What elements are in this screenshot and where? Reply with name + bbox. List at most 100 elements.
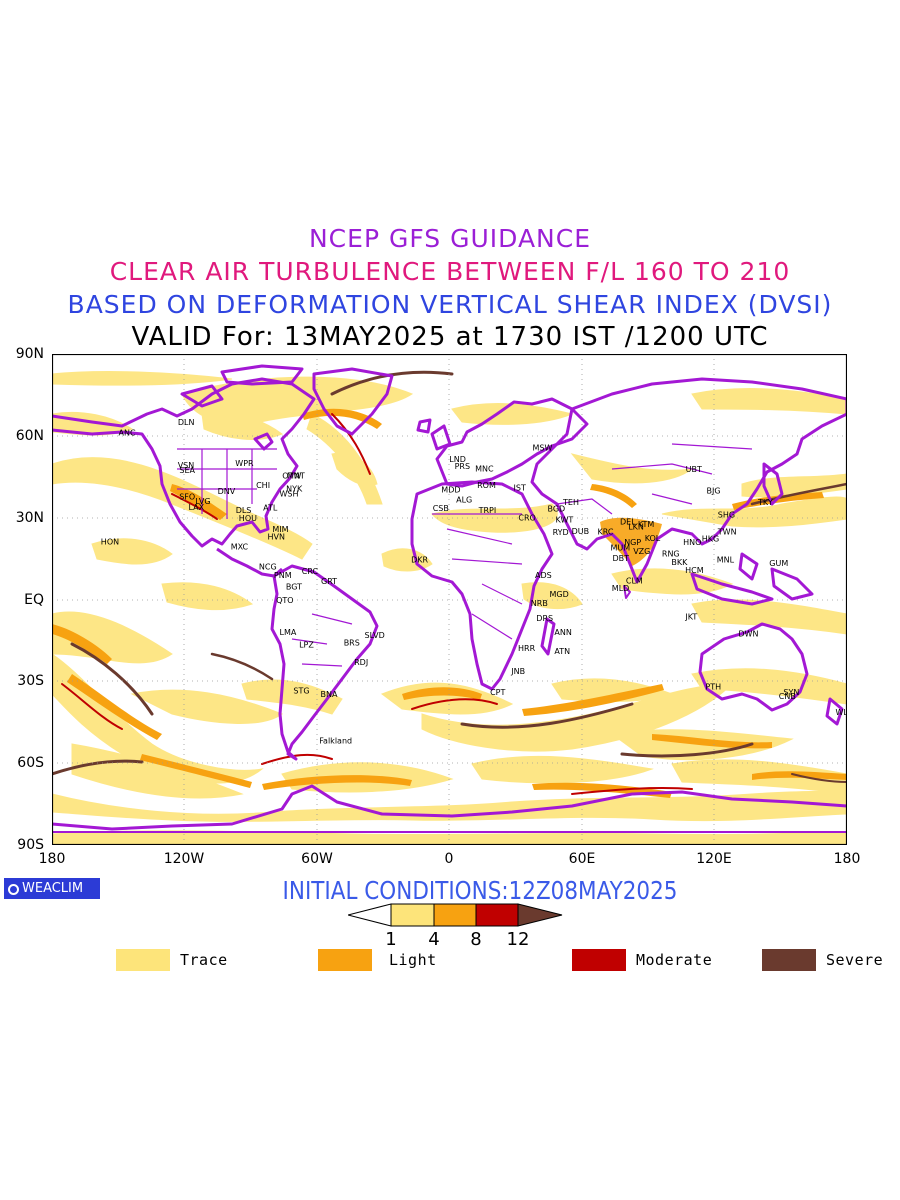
moderate-severe-streaks xyxy=(52,370,847,795)
colorbar-trace xyxy=(390,903,435,927)
station-label: LPZ xyxy=(299,641,314,650)
station-label: UBT xyxy=(686,465,702,474)
coastlines xyxy=(52,364,847,833)
lon-label-120e: 120E xyxy=(696,851,732,867)
station-label: LAX xyxy=(189,503,205,512)
lat-label-90s: 90S xyxy=(17,837,44,853)
antarctica-outline xyxy=(52,784,847,831)
station-label: MSW xyxy=(533,443,553,452)
title-valid-time: VALID For: 13MAY2025 at 1730 IST /1200 U… xyxy=(131,322,769,352)
station-label: BNA xyxy=(321,690,338,699)
station-label: PRS xyxy=(455,462,470,471)
station-label: TRPI xyxy=(478,506,497,515)
station-label: MDD xyxy=(441,485,460,494)
station-label: DEL xyxy=(620,518,636,527)
station-label: NGP xyxy=(624,538,641,547)
station-label: CPT xyxy=(490,688,505,697)
logo-text: WEACLIM xyxy=(22,881,84,896)
station-label: GRT xyxy=(321,577,337,586)
station-label: DRS xyxy=(536,614,553,623)
colorbar-light xyxy=(433,903,477,927)
africa-outline xyxy=(410,480,554,691)
station-label: LND xyxy=(449,455,466,464)
lat-label-60s: 60S xyxy=(17,755,44,771)
station-label: CSB xyxy=(433,504,449,513)
station-label: MUM xyxy=(611,543,631,552)
station-label: HRR xyxy=(518,644,536,653)
station-label: RYD xyxy=(553,528,569,537)
station-label: HKG xyxy=(702,535,719,544)
station-label: MXC xyxy=(231,543,249,552)
station-label: NYK xyxy=(286,485,303,494)
station-label: RDJ xyxy=(354,658,368,667)
station-label: DUB xyxy=(572,527,590,536)
south-america-outline xyxy=(270,564,379,761)
colorbar-severe-triangle xyxy=(517,903,563,927)
station-label: NCG xyxy=(259,563,277,572)
colorbar-tick-1: 1 xyxy=(385,929,397,950)
station-label: Falkland xyxy=(319,737,352,746)
station-label: BGT xyxy=(286,583,302,592)
station-label: WSH xyxy=(280,489,299,498)
initial-conditions: INITIAL CONDITIONS:12Z08MAY2025 xyxy=(282,876,678,905)
station-label: DBT xyxy=(613,554,630,563)
lat-label-30n: 30N xyxy=(15,510,44,526)
station-label: BKK xyxy=(671,558,688,567)
colorbar-below-triangle xyxy=(348,903,392,927)
station-label: CLM xyxy=(626,577,643,586)
station-label: HNO xyxy=(683,538,701,547)
station-label: IST xyxy=(514,484,526,493)
light-turbulence-field xyxy=(52,408,847,798)
station-label: MGD xyxy=(550,590,569,599)
lon-label-0: 0 xyxy=(444,851,454,867)
intensity-colorbar xyxy=(348,903,563,927)
station-label: MNL xyxy=(717,556,735,565)
north-america-outline xyxy=(52,377,316,548)
legend-swatch-light xyxy=(318,949,372,971)
lon-label-120w: 120W xyxy=(163,851,205,867)
station-label: MNC xyxy=(475,464,494,473)
lat-label-30s: 30S xyxy=(17,673,44,689)
colorbar-moderate xyxy=(475,903,519,927)
legend-label-trace: Trace xyxy=(180,951,228,969)
station-label: HOU xyxy=(239,514,257,523)
station-label: BJG xyxy=(707,487,721,496)
station-label: JNB xyxy=(510,667,525,676)
legend-label-light: Light xyxy=(389,951,437,969)
station-label: KTM xyxy=(638,520,655,529)
station-label: NRB xyxy=(531,599,548,608)
station-label: LKN xyxy=(628,522,644,531)
station-label: SYN xyxy=(783,688,799,697)
colorbar-tick-12: 12 xyxy=(506,929,530,950)
station-label: MNT xyxy=(287,471,305,480)
station-label: STG xyxy=(293,687,309,696)
station-label: TKY xyxy=(757,498,773,507)
station-label: MIM xyxy=(272,525,288,534)
lon-label-180w: 180 xyxy=(38,851,66,867)
station-label: DLS xyxy=(236,506,252,515)
legend-label-severe: Severe xyxy=(826,951,884,969)
station-label: DLN xyxy=(178,418,195,427)
station-label: RNG xyxy=(662,550,680,559)
station-label: VSN xyxy=(178,461,195,470)
station-label: CRO xyxy=(518,514,535,523)
station-label: JKT xyxy=(684,612,697,621)
station-label: TEH xyxy=(562,498,579,507)
lon-label-180e: 180 xyxy=(833,851,861,867)
station-label: ADS xyxy=(535,571,552,580)
station-label: LMA xyxy=(280,628,297,637)
station-label: HON xyxy=(101,537,119,546)
station-label: SLVD xyxy=(365,631,385,640)
station-label: DWN xyxy=(738,630,758,639)
station-label: WLT xyxy=(836,708,848,717)
station-label: SEA xyxy=(179,466,195,475)
colorbar-tick-8: 8 xyxy=(470,929,482,950)
station-label: ALG xyxy=(456,495,472,504)
station-label: CNB xyxy=(779,692,796,701)
lat-label-eq: EQ xyxy=(24,592,44,608)
station-label: CHI xyxy=(256,481,270,490)
map-border xyxy=(52,354,847,845)
station-label: ANN xyxy=(554,628,571,637)
